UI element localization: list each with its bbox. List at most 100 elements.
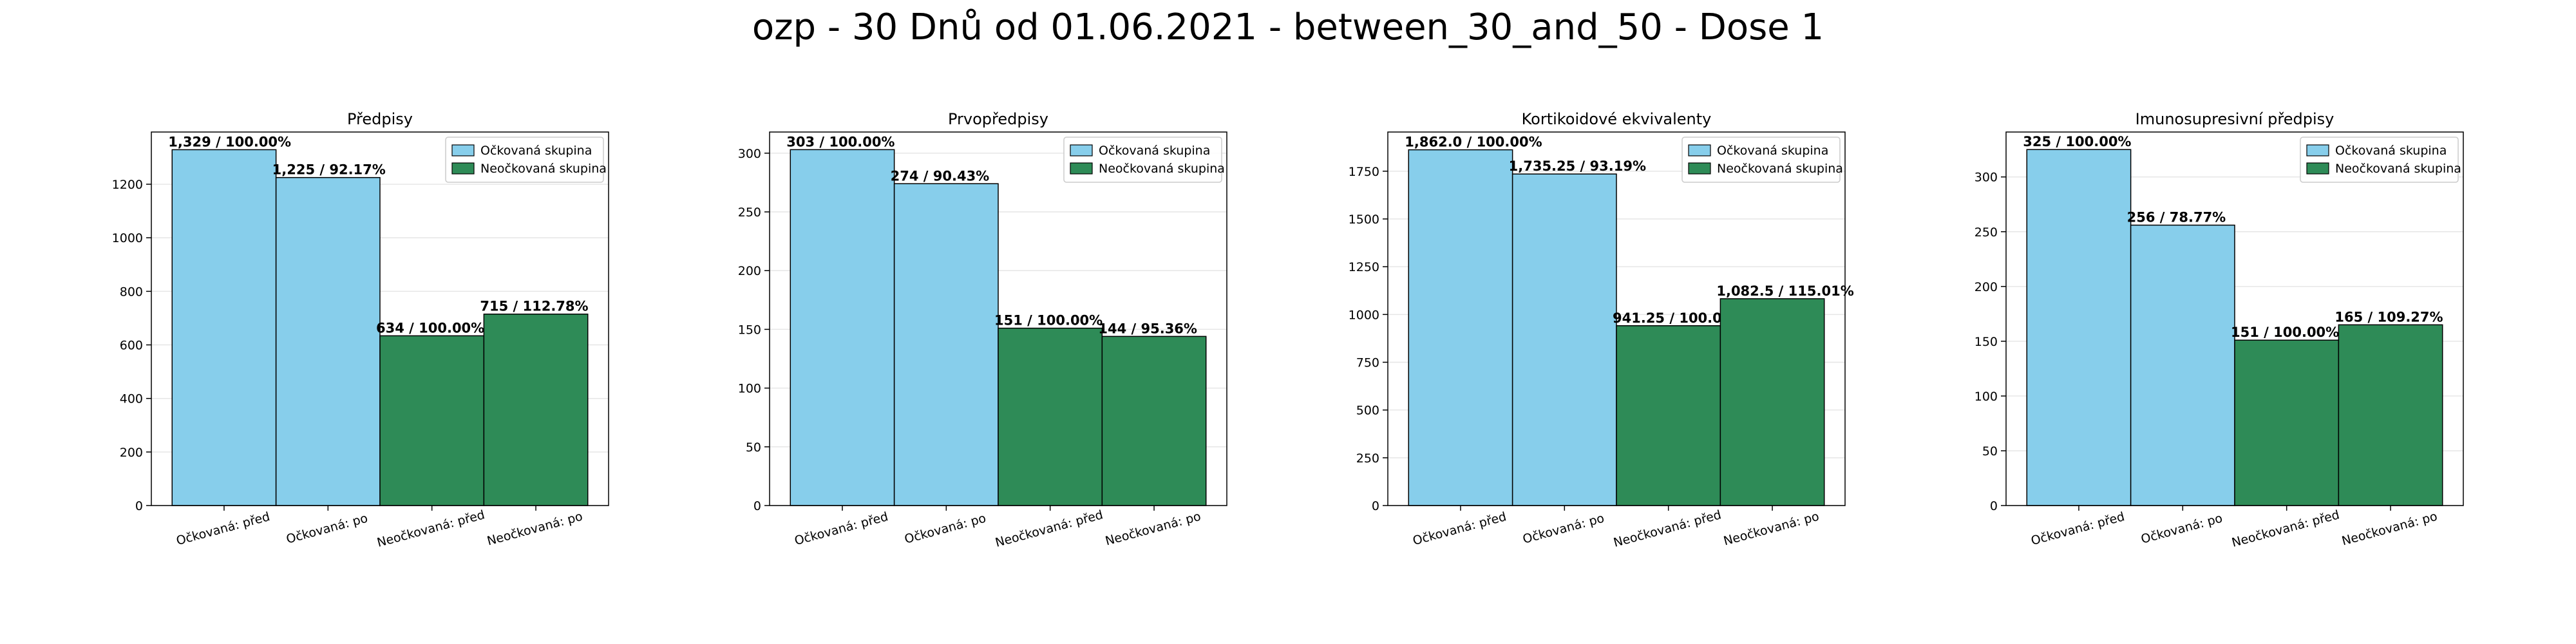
y-tick-label: 0 — [1990, 499, 1998, 513]
y-tick-label: 400 — [120, 392, 143, 406]
y-tick-label: 100 — [738, 382, 761, 396]
x-tick-label: Očkovaná: před — [1411, 509, 1508, 548]
chart-svg: Prvopředpisy 0 50 100 150 200 250 300 303 / 100.… — [738, 110, 1227, 550]
legend-box — [2300, 137, 2459, 183]
bar-ockovana-po — [893, 183, 999, 506]
y-tick-label: 200 — [120, 446, 143, 460]
y-tick-label: 200 — [1975, 280, 1998, 294]
y-tick-label: 800 — [120, 285, 143, 299]
legend-swatch-vaccinated — [1688, 144, 1711, 156]
y-tick-label: 1250 — [1349, 260, 1379, 274]
y-tick-label: 600 — [120, 339, 143, 353]
legend-box — [445, 137, 604, 183]
chart-panel-kortikoidove-ekvivalenty: Kortikoidové ekvivalenty 0 250 500 750 1000 12… — [1307, 103, 1887, 592]
y-tick-label: 1200 — [112, 178, 143, 192]
chart-title: Kortikoidové ekvivalenty — [1522, 110, 1712, 128]
y-tick-label: 150 — [1975, 335, 1998, 349]
bar-ockovana-pred — [171, 149, 277, 506]
bar-neockovana-po — [2338, 324, 2443, 506]
y-tick-label: 0 — [753, 499, 761, 513]
y-tick-label: 250 — [1356, 451, 1379, 466]
bar-value-label: 151 / 100.00% — [2231, 325, 2339, 340]
bar-value-label: 634 / 100.00% — [376, 320, 484, 336]
y-tick-label: 750 — [1356, 355, 1379, 370]
legend-label-unvaccinated: Neočkovaná skupina — [2335, 162, 2461, 176]
chart-svg: Předpisy 0 200 400 600 800 1000 1200 1,329 / 100… — [112, 110, 609, 550]
bar-value-label: 1,082.5 / 115.01% — [1716, 283, 1853, 299]
legend: Očkovaná skupina Neočkovaná skupina — [1063, 137, 1225, 183]
chart-title: Prvopředpisy — [948, 110, 1048, 128]
bar-value-label: 1,862.0 / 100.00% — [1405, 135, 1542, 150]
axes-frame — [151, 131, 609, 506]
x-tick-label: Očkovaná: po — [1521, 511, 1605, 547]
legend-swatch-unvaccinated — [1688, 162, 1711, 175]
bar-neockovana-pred — [379, 335, 485, 506]
bar-ockovana-po — [2130, 224, 2235, 506]
chart-panel-predpisy: Předpisy 0 200 400 600 800 1000 1200 1,329 / 100… — [71, 103, 650, 592]
bar-ockovana-pred — [790, 149, 895, 506]
legend-swatch-vaccinated — [2306, 144, 2329, 156]
legend-label-unvaccinated: Neočkovaná skupina — [1099, 162, 1225, 176]
x-tick-label: Neočkovaná: před — [375, 507, 486, 550]
chart-svg: Imunosupresivní předpisy 0 50 100 150 200 250 3… — [1975, 110, 2464, 550]
legend-label-vaccinated: Očkovaná skupina — [2335, 144, 2447, 158]
bar-neockovana-po — [1719, 298, 1825, 506]
x-tick-label: Očkovaná: po — [903, 511, 987, 547]
bar-value-label: 151 / 100.00% — [994, 313, 1103, 328]
x-tick-label: Neočkovaná: před — [2230, 507, 2341, 550]
legend: Očkovaná skupina Neočkovaná skupina — [2300, 137, 2461, 183]
legend-label-vaccinated: Očkovaná skupina — [1099, 144, 1210, 158]
legend-box — [1063, 137, 1222, 183]
axes-frame — [1387, 131, 1846, 506]
x-tick-label: Neočkovaná: před — [994, 507, 1104, 550]
y-tick-label: 1750 — [1349, 165, 1379, 179]
bar-neockovana-pred — [1616, 325, 1721, 506]
x-tick-label: Očkovaná: před — [2029, 509, 2126, 548]
bar-neockovana-po — [483, 313, 589, 506]
y-tick-label: 500 — [1356, 404, 1379, 418]
axes-frame — [2005, 131, 2464, 506]
legend: Očkovaná skupina Neočkovaná skupina — [1681, 137, 1843, 183]
chart-panel-prvopredpisy: Prvopředpisy 0 50 100 150 200 250 300 303 / 100.… — [689, 103, 1269, 592]
legend-label-unvaccinated: Neočkovaná skupina — [480, 162, 607, 176]
y-tick-label: 0 — [135, 499, 143, 513]
legend-swatch-unvaccinated — [2306, 162, 2329, 175]
y-tick-label: 300 — [1975, 171, 1998, 185]
y-tick-label: 0 — [1372, 499, 1379, 513]
bar-value-label: 715 / 112.78% — [480, 299, 588, 314]
bar-value-label: 1,329 / 100.00% — [168, 134, 291, 149]
y-tick-label: 1500 — [1349, 213, 1379, 227]
x-tick-label: Neočkovaná: po — [486, 509, 584, 549]
x-tick-label: Neočkovaná: před — [1612, 507, 1723, 550]
y-tick-label: 1000 — [112, 231, 143, 245]
legend-swatch-vaccinated — [1070, 144, 1093, 156]
y-tick-label: 1000 — [1349, 308, 1379, 322]
legend-label-vaccinated: Očkovaná skupina — [1717, 144, 1828, 158]
bar-neockovana-po — [1101, 336, 1207, 506]
bar-value-label: 256 / 78.77% — [2127, 210, 2226, 225]
bar-ockovana-po — [275, 176, 381, 506]
chart-title: Imunosupresivní předpisy — [2136, 110, 2334, 128]
x-tick-label: Očkovaná: po — [2139, 511, 2224, 547]
bar-value-label: 165 / 109.27% — [2334, 309, 2443, 325]
legend-swatch-vaccinated — [451, 144, 475, 156]
bar-ockovana-pred — [1408, 149, 1513, 506]
y-tick-label: 100 — [1975, 390, 1998, 404]
y-tick-label: 200 — [738, 264, 761, 278]
bar-value-label: 303 / 100.00% — [786, 134, 895, 149]
y-tick-label: 50 — [746, 440, 761, 455]
chart-panel-imunosupresivni-predpisy: Imunosupresivní předpisy 0 50 100 150 200 250 3… — [1926, 103, 2505, 592]
bar-value-label: 325 / 100.00% — [2023, 134, 2131, 149]
y-tick-label: 50 — [1982, 444, 1998, 459]
y-tick-label: 250 — [738, 205, 761, 220]
legend-swatch-unvaccinated — [1070, 162, 1093, 175]
bar-neockovana-pred — [998, 327, 1103, 506]
bar-value-label: 144 / 95.36% — [1098, 321, 1197, 336]
legend: Očkovaná skupina Neočkovaná skupina — [445, 137, 607, 183]
bar-value-label: 1,735.25 / 93.19% — [1509, 158, 1646, 174]
y-tick-label: 250 — [1975, 225, 1998, 240]
axes-frame — [769, 131, 1227, 506]
chart-title: Předpisy — [347, 110, 413, 128]
bar-value-label: 274 / 90.43% — [891, 168, 990, 184]
legend-swatch-unvaccinated — [451, 162, 475, 175]
